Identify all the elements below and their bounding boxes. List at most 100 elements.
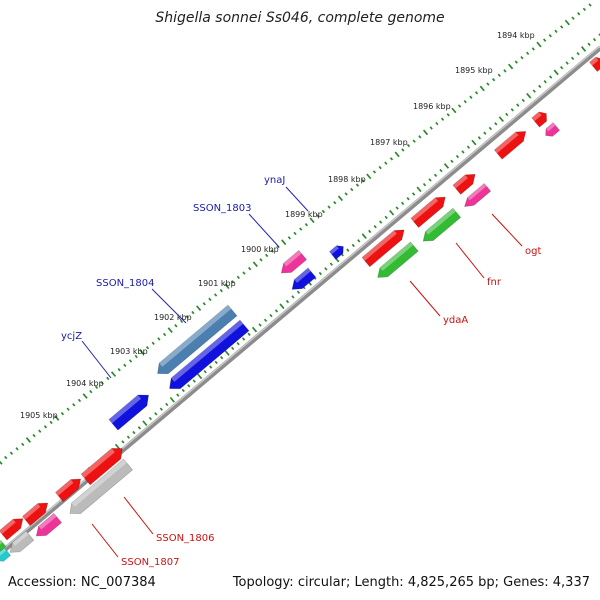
gene-arrow-highlight [283,250,302,267]
gene-labels: ynaJ SSON_1803 SSON_1804 ycjZ ogt fnr ydaA SSON… [61,175,541,568]
outer-tick-dot [60,411,65,416]
gene-arrow [80,448,123,486]
gene-arrow [280,249,307,274]
inner-tick-dot [560,66,564,70]
gene-arrow [361,229,405,268]
inner-tick-dot [384,215,388,220]
gene-arrow-body [422,207,462,242]
gene-arrow-highlight [0,519,16,535]
gene-arrow [0,518,24,541]
outer-tick-dot [401,148,405,152]
inner-tick-dot [357,239,361,243]
outer-tick-dot [270,249,274,253]
inner-tick-dot [581,46,587,52]
inner-tick-dot [498,116,504,123]
outer-tick-dot [384,161,388,165]
inner-tick-dot [598,33,600,37]
gene-arrow-body [410,196,446,228]
inner-tick-dot [318,271,322,276]
outer-tick-dot [316,214,320,218]
outer-tick-dot [265,253,269,258]
gene-arrow-highlight [22,503,41,520]
gene-arrow [493,131,527,160]
gene-arrow-highlight [410,197,439,222]
outer-tick-dot [422,129,429,136]
inner-tick-dot [137,426,142,430]
tick-label: 1894 kbp [497,31,535,40]
inner-tick-dot [483,131,487,135]
inner-tick-dot [361,233,367,239]
outer-tick-dot [526,51,530,55]
label-leader-line [151,288,187,324]
inner-tick-dot [389,209,395,216]
outer-tick-dot [582,7,586,12]
tick-label: 1898 kbp [328,175,366,184]
inner-tick-dot [142,420,148,427]
gene-arrow-body [22,502,49,527]
gene-arrow-highlight [55,479,74,496]
label-leader-line [455,242,485,279]
inner-tick-dot [241,337,246,341]
outer-tick-dot [412,139,416,143]
inner-tick-dot [154,412,158,416]
inner-tick-dot [251,326,258,333]
outer-tick-dot [72,403,76,407]
inner-tick-dot [192,379,196,383]
gene-arrow [464,183,492,208]
inner-tick-dot [433,173,438,177]
outer-tick-dot [167,327,173,333]
inner-tick-dot [329,262,333,266]
inner-tick-dot [439,168,443,173]
inner-tick-dot [526,92,532,99]
outer-tick-dot [49,420,53,425]
outer-tick-dot [139,349,145,355]
inner-tick-dot [373,225,377,229]
outer-tick-dot [94,385,99,389]
outer-tick-dot [15,447,19,451]
gene-arrow-highlight [379,241,414,271]
inner-tick-dot [121,440,125,444]
genome-summary: Topology: circular; Length: 4,825,265 bp… [233,575,590,590]
inner-tick-dot [379,220,383,224]
outer-tick-dot [486,82,490,86]
inner-tick-dot [428,178,432,182]
outer-tick-dot [577,12,581,16]
gene-label: ycjZ [61,331,82,342]
outer-tick-dot [89,389,93,394]
outer-tick-dot [435,121,439,126]
outer-tick-dot [564,19,570,26]
inner-tick-dot [126,435,131,439]
outer-tick-dot [520,56,524,60]
gene-arrow-body [35,512,62,537]
inner-tick-dot [368,229,372,234]
inner-tick-dot [176,393,180,397]
outer-tick-dot [100,381,104,385]
outer-tick-dot [123,363,127,367]
outer-tick-dot [548,34,552,38]
outer-tick-dot [242,271,246,275]
outer-tick-dot [299,227,303,231]
inner-tick-dot [181,388,185,393]
accession-label: Accession: [8,575,77,590]
inner-tick-dot [461,150,465,154]
inner-tick-dot [148,416,152,421]
gene-arrow [157,304,238,375]
inner-tick-dot [351,243,355,248]
gene-arrow-highlight [531,111,542,122]
outer-tick-dot [327,205,331,209]
inner-tick-dot [197,373,203,380]
outer-tick-dot [503,69,507,73]
gene-arrow-highlight [467,183,487,201]
gene-arrow-body [157,304,238,375]
gene-arrow-body [108,394,149,431]
tick-label: 1897 kbp [370,138,408,147]
outer-tick-dot [394,151,400,158]
inner-tick-dot [576,51,580,56]
inner-tick-dot [471,139,477,146]
outer-tick-dot [196,305,202,312]
inner-tick-dot [159,407,163,411]
inner-tick-dot [587,42,591,47]
gene-label: SSON_1806 [156,533,215,544]
outer-tick-dot [134,354,138,359]
